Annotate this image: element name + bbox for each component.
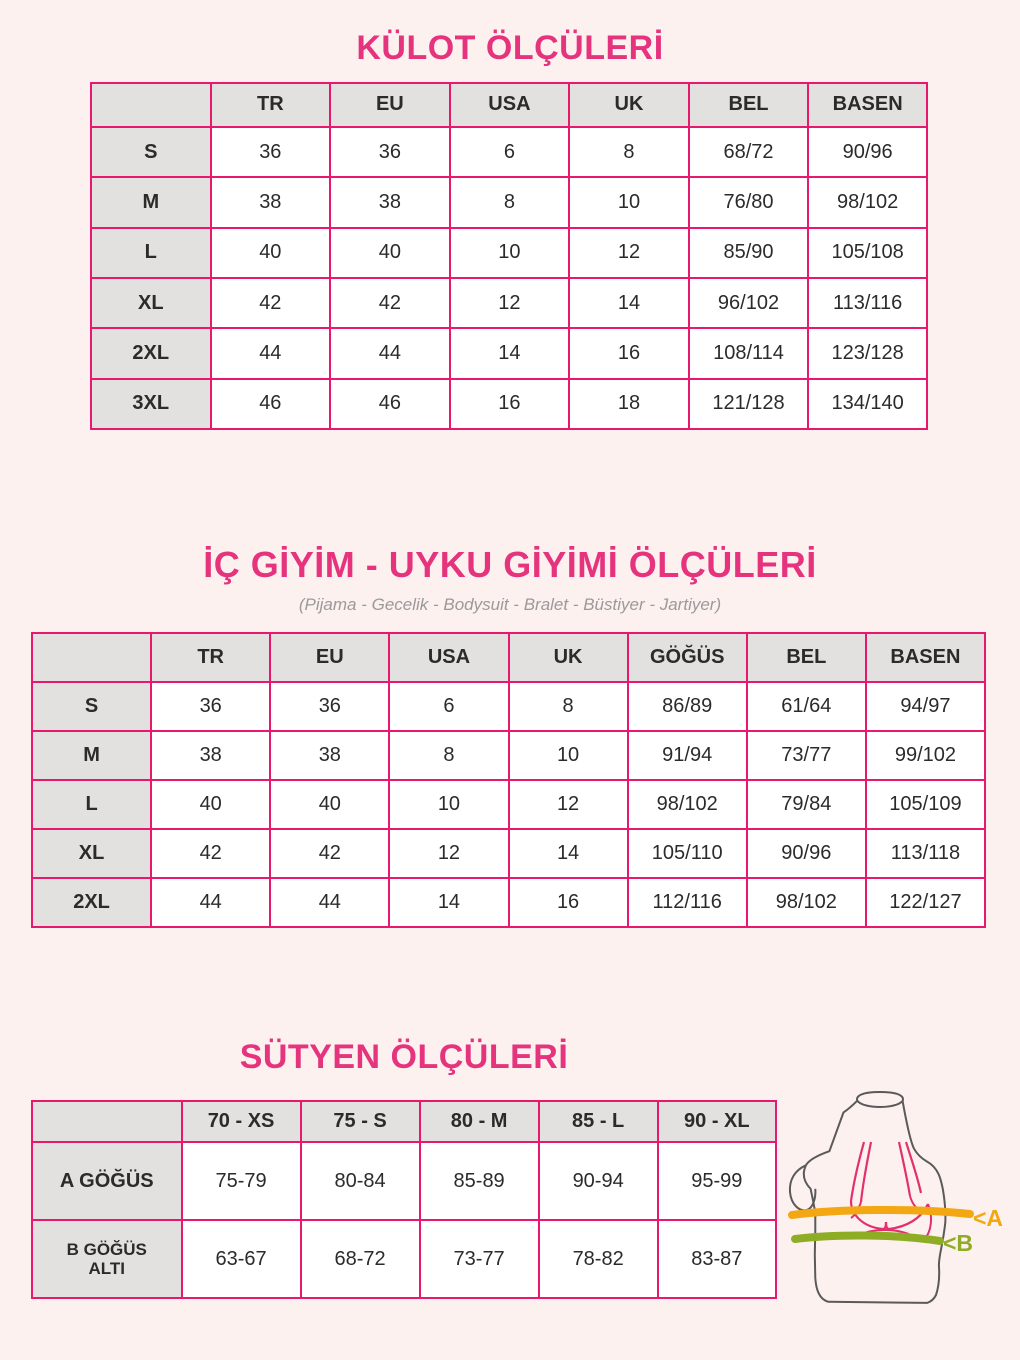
svg-text:<B: <B [943, 1230, 973, 1256]
svg-text:<A: <A [973, 1205, 1003, 1231]
